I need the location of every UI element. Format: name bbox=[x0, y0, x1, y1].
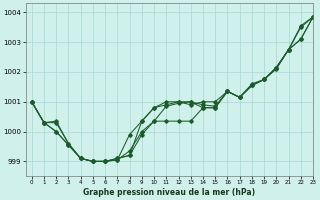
X-axis label: Graphe pression niveau de la mer (hPa): Graphe pression niveau de la mer (hPa) bbox=[83, 188, 255, 197]
